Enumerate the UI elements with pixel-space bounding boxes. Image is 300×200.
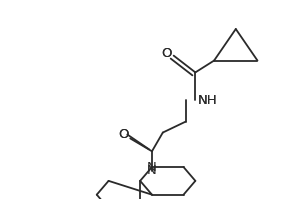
Text: O: O [118,128,129,141]
Text: NH: NH [197,94,217,106]
Text: N: N [147,161,157,174]
Text: NH: NH [197,94,217,106]
Text: O: O [161,47,172,60]
Text: N: N [147,164,157,178]
Text: O: O [118,128,129,141]
Text: O: O [161,47,172,60]
